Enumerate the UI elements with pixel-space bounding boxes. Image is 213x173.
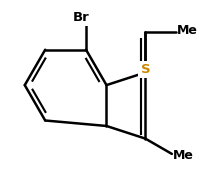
- Text: Me: Me: [177, 24, 198, 37]
- Text: Br: Br: [73, 11, 89, 24]
- Text: Me: Me: [173, 149, 194, 162]
- Text: S: S: [141, 63, 150, 76]
